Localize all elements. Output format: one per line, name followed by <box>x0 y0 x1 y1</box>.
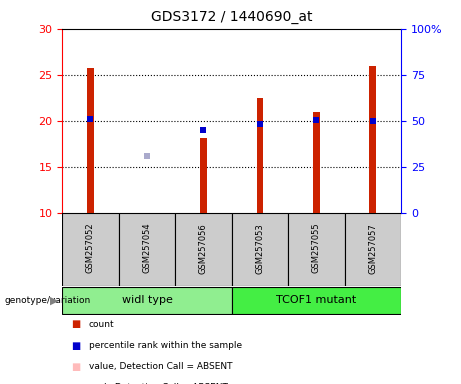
Text: GSM257056: GSM257056 <box>199 223 208 273</box>
Text: GSM257055: GSM257055 <box>312 223 321 273</box>
Text: GSM257057: GSM257057 <box>368 223 378 273</box>
Text: TCOF1 mutant: TCOF1 mutant <box>276 295 356 306</box>
Bar <box>313 112 320 213</box>
Text: value, Detection Call = ABSENT: value, Detection Call = ABSENT <box>89 362 232 371</box>
Text: GSM257054: GSM257054 <box>142 223 152 273</box>
Bar <box>62 287 231 314</box>
Text: GSM257053: GSM257053 <box>255 223 265 273</box>
Text: ■: ■ <box>71 319 81 329</box>
Text: widl type: widl type <box>122 295 172 306</box>
Title: GDS3172 / 1440690_at: GDS3172 / 1440690_at <box>151 10 313 23</box>
Text: ■: ■ <box>71 383 81 384</box>
Bar <box>118 213 175 286</box>
Text: ■: ■ <box>71 341 81 351</box>
Text: ■: ■ <box>71 362 81 372</box>
Bar <box>231 287 401 314</box>
Text: count: count <box>89 320 115 329</box>
Bar <box>175 213 231 286</box>
Bar <box>369 66 376 213</box>
Bar <box>344 213 401 286</box>
Text: ▶: ▶ <box>50 295 59 306</box>
Bar <box>256 98 263 213</box>
Text: percentile rank within the sample: percentile rank within the sample <box>89 341 242 350</box>
Bar <box>200 137 207 213</box>
Bar <box>288 213 344 286</box>
Text: genotype/variation: genotype/variation <box>5 296 91 305</box>
Bar <box>231 213 288 286</box>
Bar <box>87 68 94 213</box>
Bar <box>62 213 118 286</box>
Text: GSM257052: GSM257052 <box>86 223 95 273</box>
Text: rank, Detection Call = ABSENT: rank, Detection Call = ABSENT <box>89 383 228 384</box>
